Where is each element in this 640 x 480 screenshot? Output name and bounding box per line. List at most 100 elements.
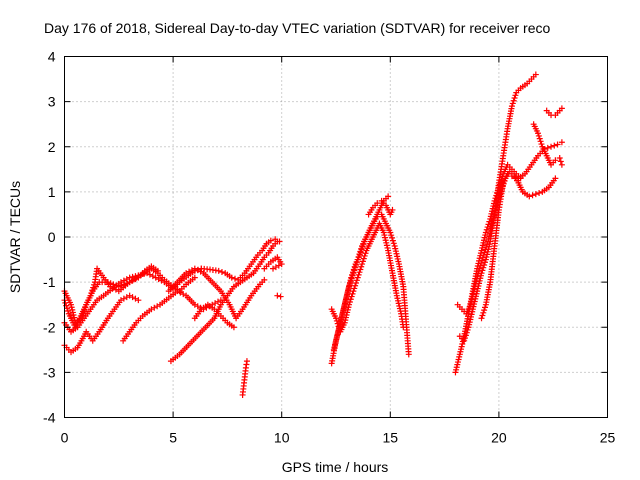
data-point xyxy=(512,92,519,99)
data-point xyxy=(351,285,358,292)
data-point xyxy=(135,272,142,279)
data-point xyxy=(358,263,365,270)
data-marks xyxy=(61,71,565,398)
chart-title: Day 176 of 2018, Sidereal Day-to-day VTE… xyxy=(44,20,550,36)
data-point xyxy=(354,274,361,281)
y-tick-label: 0 xyxy=(48,229,56,245)
data-point xyxy=(351,263,358,270)
series-track-10 xyxy=(239,292,284,398)
data-point xyxy=(274,292,281,299)
data-point xyxy=(349,271,356,278)
data-point xyxy=(359,258,366,265)
data-point xyxy=(346,301,353,308)
data-point xyxy=(348,274,355,281)
data-point xyxy=(529,192,536,199)
data-point xyxy=(526,193,533,200)
data-point xyxy=(228,274,235,281)
series-track-17 xyxy=(454,168,559,317)
data-point xyxy=(346,298,353,305)
x-tick-label: 15 xyxy=(383,430,399,446)
data-point xyxy=(477,262,484,269)
data-point xyxy=(154,267,161,274)
data-point xyxy=(481,307,488,314)
data-point xyxy=(532,191,539,198)
y-tick-label: 1 xyxy=(48,184,56,200)
data-point xyxy=(552,157,559,164)
data-point xyxy=(548,143,555,150)
data-point xyxy=(480,264,487,271)
data-point xyxy=(360,255,367,262)
data-point xyxy=(535,132,542,139)
data-point xyxy=(64,308,71,315)
data-point xyxy=(400,324,407,331)
data-point xyxy=(552,175,559,182)
y-tick-label: -1 xyxy=(43,274,56,290)
data-point xyxy=(347,296,354,303)
data-point xyxy=(361,252,368,259)
data-point xyxy=(508,173,515,180)
data-point xyxy=(64,305,71,312)
data-point xyxy=(243,358,250,365)
data-point xyxy=(357,249,364,256)
data-point xyxy=(389,234,396,241)
data-point xyxy=(359,261,366,268)
data-point xyxy=(479,267,486,274)
data-point xyxy=(461,337,468,344)
y-tick-label: -2 xyxy=(43,319,56,335)
data-point xyxy=(215,267,222,274)
x-axis-label: GPS time / hours xyxy=(282,459,389,475)
data-point xyxy=(481,261,488,268)
series-track-21 xyxy=(543,105,565,119)
series-track-18 xyxy=(456,71,539,344)
data-point xyxy=(462,335,469,342)
data-point xyxy=(484,224,491,231)
data-point xyxy=(356,269,363,276)
data-point xyxy=(482,229,489,236)
data-point xyxy=(335,323,342,330)
data-point xyxy=(89,287,96,294)
data-point xyxy=(350,266,357,273)
series-track-14 xyxy=(328,220,407,335)
data-point xyxy=(551,142,558,149)
series-track-11 xyxy=(261,254,285,272)
data-point xyxy=(509,100,516,107)
data-point xyxy=(538,141,545,148)
data-point xyxy=(352,282,359,289)
data-point xyxy=(357,266,364,273)
data-point xyxy=(537,138,544,145)
data-point xyxy=(360,241,367,248)
data-point xyxy=(481,304,488,311)
data-point xyxy=(349,269,356,276)
y-tick-label: -3 xyxy=(43,364,56,380)
data-point xyxy=(464,326,471,333)
data-point xyxy=(272,236,279,243)
data-point xyxy=(554,141,561,148)
data-point xyxy=(267,237,274,244)
data-point xyxy=(230,324,237,331)
data-point xyxy=(62,299,69,306)
data-point xyxy=(362,250,369,257)
data-point xyxy=(478,260,485,267)
data-point xyxy=(510,97,517,104)
data-point xyxy=(389,237,396,244)
grid xyxy=(64,56,608,418)
data-point xyxy=(558,161,565,168)
series-track-20 xyxy=(530,121,565,168)
data-point xyxy=(462,332,469,339)
data-point xyxy=(405,351,412,358)
x-tick-label: 25 xyxy=(600,430,616,446)
data-point xyxy=(558,105,565,112)
data-point xyxy=(135,297,142,304)
data-point xyxy=(486,218,493,225)
series-track-7 xyxy=(167,238,281,365)
data-point xyxy=(359,243,366,250)
series-track-16 xyxy=(452,161,524,376)
data-point xyxy=(387,229,394,236)
data-point xyxy=(504,170,511,177)
data-point xyxy=(544,144,551,151)
data-point xyxy=(556,155,563,162)
y-axis-label: SDTVAR / TECUs xyxy=(7,181,23,293)
data-point xyxy=(463,329,470,336)
data-point xyxy=(261,276,268,283)
data-point xyxy=(479,312,486,319)
